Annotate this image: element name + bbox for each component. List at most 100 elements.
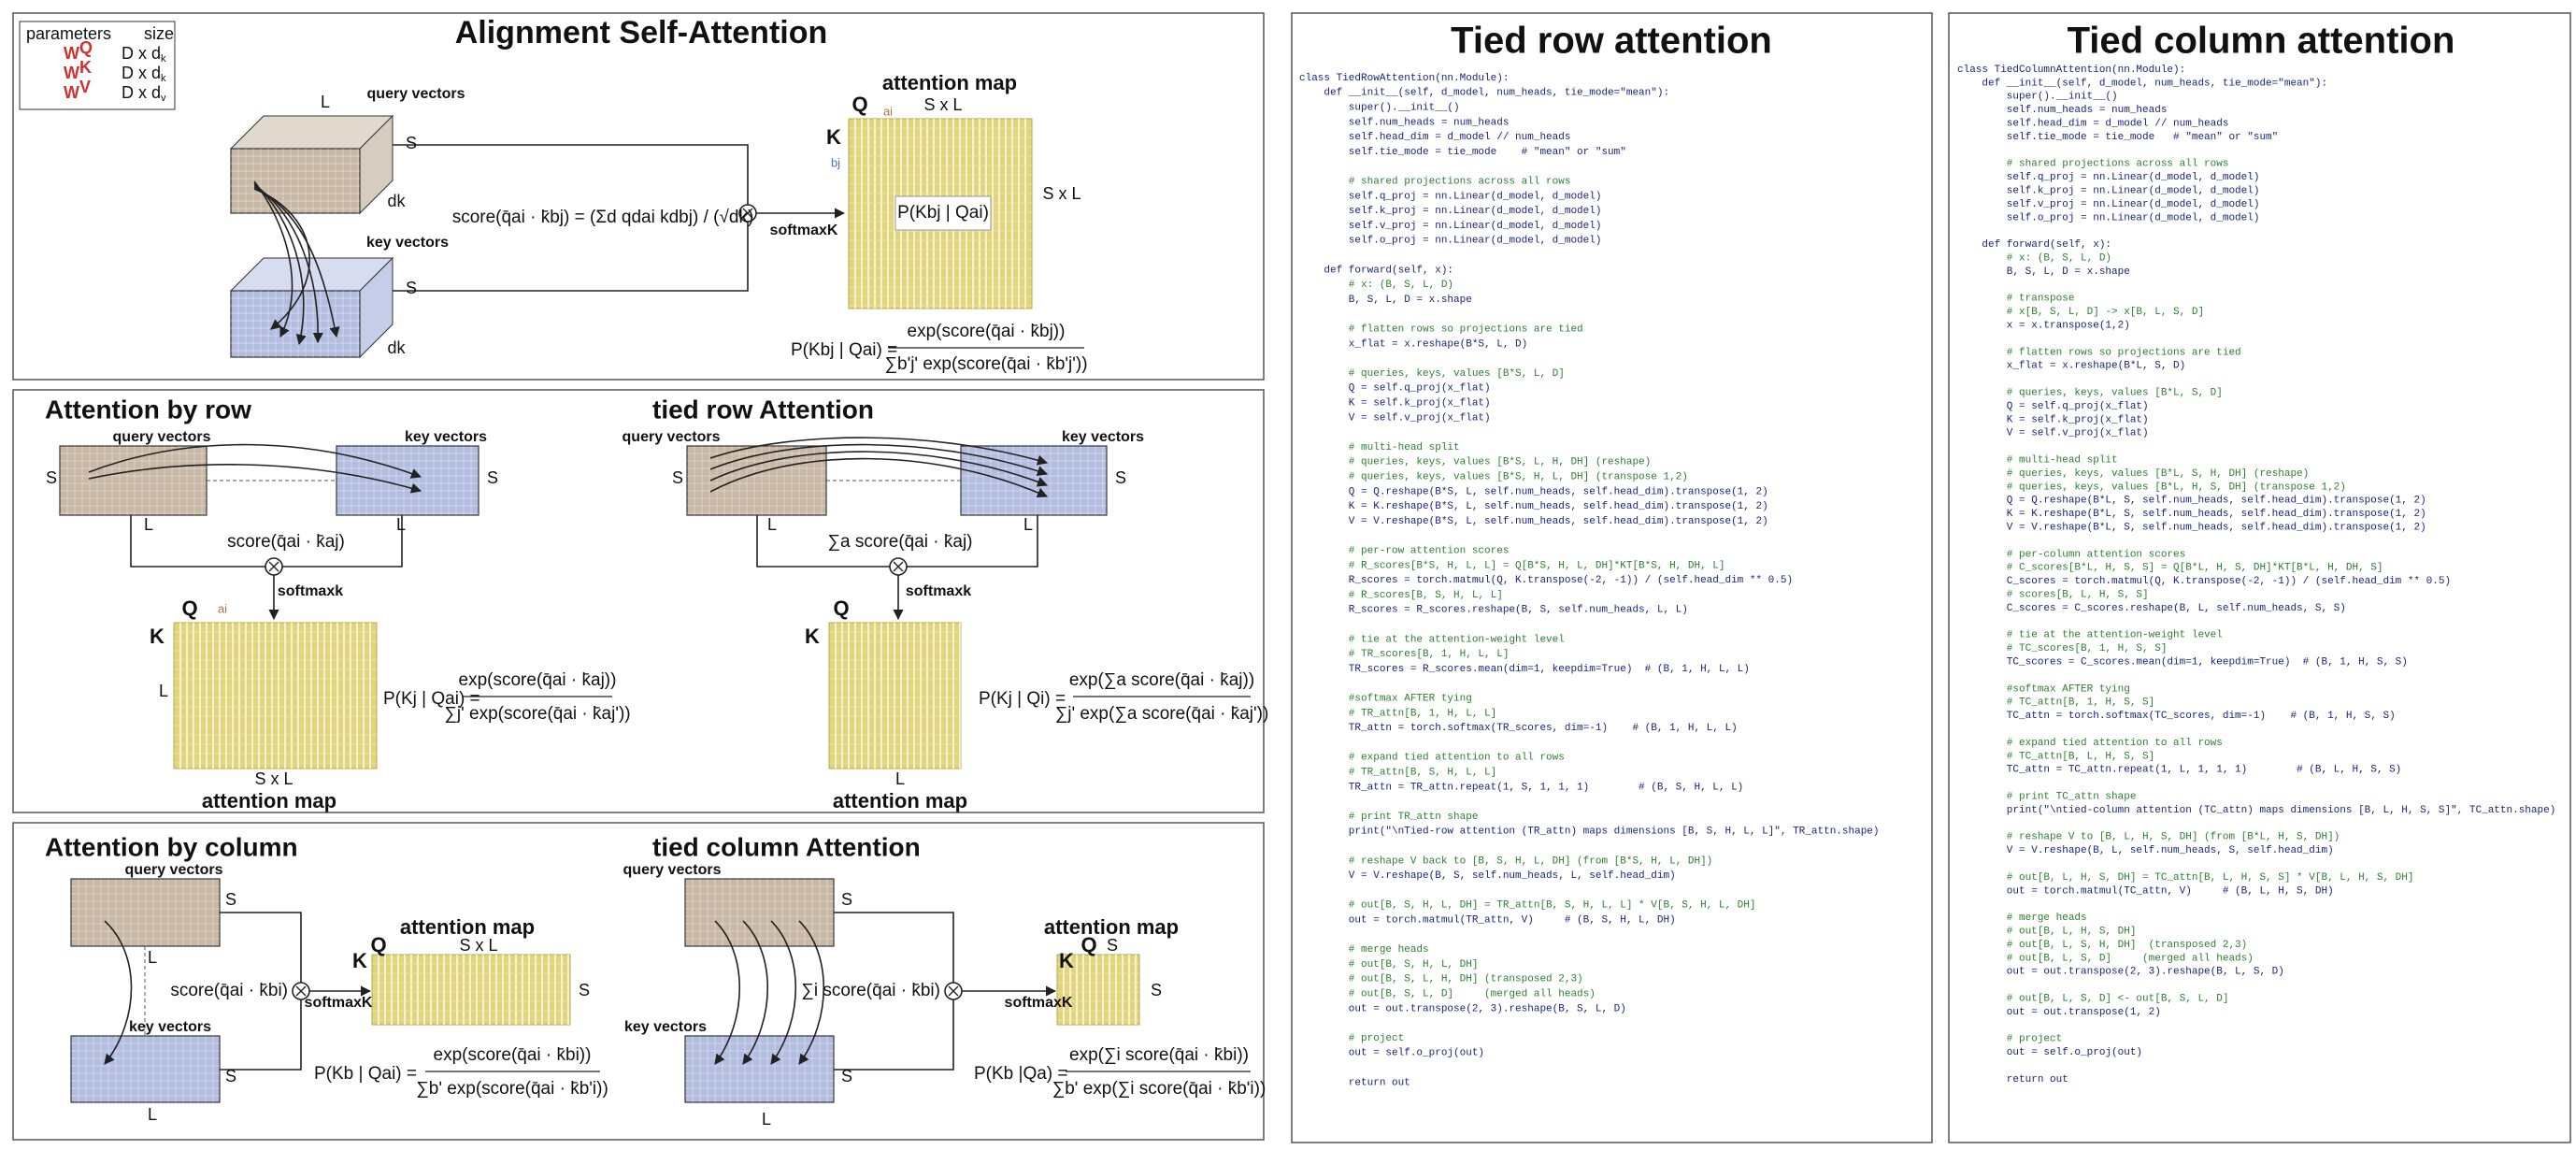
attention-curve: [798, 920, 825, 1065]
prob-num: exp(∑a score(q̄ai · k̄aj)): [1069, 670, 1254, 690]
code-line: #softmax AFTER tying: [1957, 683, 2130, 695]
code-line: # R_scores[B, S, H, L, L]: [1299, 590, 1503, 601]
score: ∑i score(q̄ai · k̄bi): [801, 981, 940, 1000]
code-line: # out[B, L, H, S, DH] = TC_attn[B, L, H,…: [1957, 872, 2413, 884]
attention-curve: [709, 451, 1049, 487]
code-line: V = self.v_proj(x_flat): [1299, 412, 1491, 424]
softmax: softmaxK: [1005, 995, 1073, 1011]
code-line: # shared projections across all rows: [1299, 177, 1570, 188]
code-line: self.q_proj = nn.Linear(d_model, d_model…: [1957, 172, 2259, 183]
code-line: TC_attn = torch.softmax(TC_scores, dim=-…: [1957, 711, 2396, 722]
code-line: # merge heads: [1299, 944, 1429, 956]
code-line: self.k_proj = nn.Linear(d_model, d_model…: [1957, 186, 2259, 197]
attention-curve: [709, 443, 1049, 477]
code-line: # multi-head split: [1957, 455, 2118, 467]
code-line: super().__init__(): [1299, 103, 1460, 114]
S-query: S: [841, 890, 852, 909]
code-line: # per-row attention scores: [1299, 546, 1509, 557]
1: size: [144, 24, 174, 43]
prob-den: ∑bʹ exp(score(q̄ai · k̄bʹi)): [416, 1079, 608, 1099]
code-line: # queries, keys, values [B*L, S, D]: [1957, 388, 2223, 399]
score: ∑a score(q̄ai · k̄aj): [827, 532, 972, 552]
code-line: def __init__(self, d_model, num_heads, t…: [1299, 88, 1669, 99]
code-line: R_scores = torch.matmul(Q, K.transpose(-…: [1299, 575, 1793, 586]
S-right: S: [487, 468, 498, 487]
L-key: L: [148, 1105, 157, 1124]
wire: [834, 999, 954, 1071]
code-line: # x: (B, S, L, D): [1957, 253, 2111, 265]
multiply-sign: [295, 985, 307, 997]
prob-num: exp(∑i score(q̄ai · k̄bi)): [1069, 1045, 1249, 1065]
wire: [220, 999, 302, 1071]
S-key: S: [406, 279, 417, 297]
code-line: # expand tied attention to all rows: [1957, 738, 2223, 749]
code-line: print("\nTied-row attention (TR_attn) ma…: [1299, 827, 1880, 838]
attention-curve: [253, 188, 311, 330]
code-line: TR_attn = torch.softmax(TR_scores, dim=-…: [1299, 723, 1738, 734]
map-rows: S: [579, 981, 590, 999]
code-line: Q = self.q_proj(x_flat): [1299, 383, 1491, 395]
code-line: TR_attn = TR_attn.repeat(1, S, 1, 1, 1) …: [1299, 782, 1743, 793]
prob-den: ∑bʹjʹ exp(score(q̄ai · k̄bʹjʹ)): [884, 354, 1087, 374]
code-line: # queries, keys, values [B*S, L, D]: [1299, 368, 1565, 380]
key-block: [70, 1035, 221, 1103]
code-line: self.head_dim = d_model // num_heads: [1957, 119, 2228, 130]
code-line: # x: (B, S, L, D): [1299, 280, 1453, 291]
score: score(q̄ai · k̄bi): [170, 981, 288, 1000]
softmax: softmaxk: [906, 583, 971, 599]
parameter-name: WQ: [64, 38, 93, 63]
map-title: attention map: [400, 915, 535, 939]
key-vectors: key vectors: [1062, 429, 1144, 445]
code-line: self.v_proj = nn.Linear(d_model, d_model…: [1299, 221, 1601, 232]
code-line: R_scores = R_scores.reshape(B, S, self.n…: [1299, 605, 1688, 616]
code-line: def forward(self, x):: [1299, 265, 1453, 276]
score: score(q̄ai · k̄aj): [227, 532, 345, 552]
code-line: self.head_dim = d_model // num_heads: [1299, 132, 1570, 143]
parameter-size: D x dv: [122, 83, 166, 104]
code-line: self.num_heads = num_heads: [1299, 117, 1509, 128]
code-line: # out[B, L, S, D] (merged all heads): [1957, 953, 2254, 964]
code-line: # TC_attn[B, L, H, S, S]: [1957, 751, 2154, 762]
code-line: class TiedColumnAttention(nn.Module):: [1957, 65, 2185, 76]
softmax: softmaxK: [305, 995, 373, 1011]
size-subscript: k: [161, 53, 166, 65]
attention-curve: [253, 182, 307, 346]
code-line: # out[B, L, S, D] <- out[B, S, L, D]: [1957, 994, 2228, 1005]
code-line: # project: [1299, 1033, 1404, 1044]
map-title: attention map: [882, 71, 1017, 94]
map-rows: S x L: [1042, 184, 1080, 203]
K: K: [352, 949, 367, 972]
title: Attention by row: [45, 395, 251, 424]
attention-curve: [88, 443, 422, 479]
query-vectors: query vectors: [623, 862, 722, 878]
code-line: self.o_proj = nn.Linear(d_model, d_model…: [1299, 236, 1601, 247]
code-line: self.o_proj = nn.Linear(d_model, d_model…: [1957, 212, 2259, 223]
attention-map: [371, 954, 571, 1026]
code-line: class TiedRowAttention(nn.Module):: [1299, 73, 1509, 84]
L-left: L: [144, 515, 153, 534]
parameter-name: WK: [64, 58, 92, 82]
prob-lhs: P(Kj | Qai) =: [383, 689, 480, 709]
code-line: return out: [1957, 1074, 2068, 1085]
title: tied column Attention: [652, 832, 921, 861]
code-line: def __init__(self, d_model, num_heads, t…: [1957, 78, 2327, 89]
code-line: # tie at the attention-weight level: [1957, 630, 2223, 641]
code-line: #softmax AFTER tying: [1299, 694, 1472, 705]
attention-curve: [709, 457, 1049, 498]
code-line: # print TC_attn shape: [1957, 792, 2136, 803]
softmax: softmaxK: [770, 223, 838, 238]
Q: Q: [181, 597, 197, 620]
key-vectors: key vectors: [624, 1019, 707, 1035]
bj: bj: [831, 155, 840, 169]
code-line: # reshape V back to [B, S, H, L, DH] (fr…: [1299, 855, 1712, 867]
attention-curve: [88, 464, 422, 494]
map-cols: S x L: [459, 936, 497, 955]
score: score(q̄ai · k̄bj) = (Σd qdai kdbj) / (√…: [452, 208, 754, 227]
code-line: out = out.transpose(1, 2): [1957, 1007, 2161, 1018]
prob-num: exp(score(q̄ai · k̄bj)): [908, 322, 1066, 341]
parameters-box: [19, 21, 176, 110]
query-cube: [230, 148, 361, 214]
S-key: S: [841, 1067, 852, 1085]
